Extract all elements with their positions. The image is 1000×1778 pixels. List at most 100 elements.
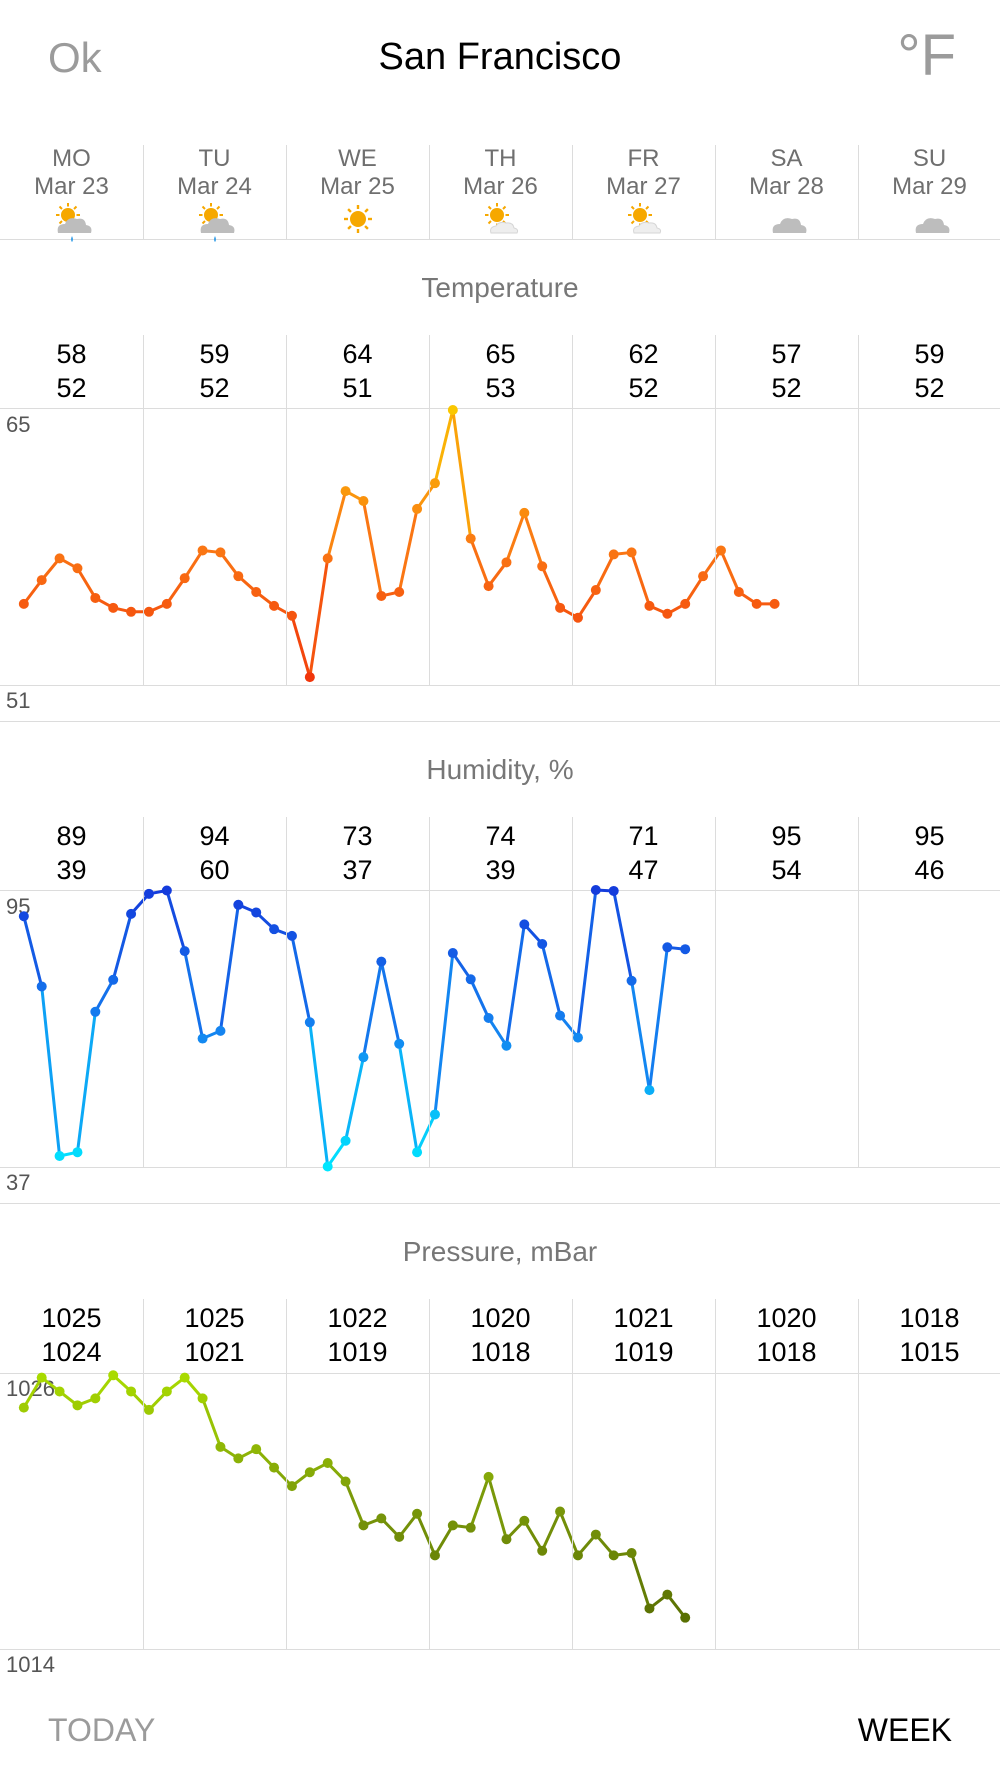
pressure-data-point [36,1372,47,1383]
footer-tabs: TODAY WEEK [0,1700,1000,1778]
day-column-th[interactable]: TH Mar 26 [429,145,572,239]
humidity-data-point [197,1033,208,1044]
humidity-data-point [572,1032,583,1043]
pressure-high-value: 1025 [41,1303,102,1333]
temperature-data-point [251,587,262,598]
humidity-data-point [269,924,280,935]
humidity-high-value: 74 [485,821,516,851]
pressure-data-point [340,1476,351,1487]
unit-toggle-button[interactable]: °F [897,23,956,88]
pressure-data-point [644,1603,655,1614]
pressure-min-label: 1014 [6,1652,55,1677]
humidity-day-2-values: 94 60 [143,819,286,887]
day-name: WE [338,145,377,172]
humidity-data-point [340,1135,351,1146]
pressure-data-point [394,1531,405,1542]
temperature-line-segment [683,574,705,606]
humidity-line-segment [451,951,473,981]
humidity-data-point [394,1038,405,1049]
humidity-line-segment [379,960,401,1046]
pressure-data-point [322,1458,333,1469]
temperature-data-point [644,600,655,611]
temperature-high-value: 57 [771,339,802,369]
day-column-sa[interactable]: SA Mar 28 [715,145,858,239]
humidity-data-point [143,888,154,899]
ok-button[interactable]: Ok [48,34,102,81]
temperature-low-value: 53 [485,373,516,403]
humidity-low-value: 60 [199,855,230,885]
today-tab[interactable]: TODAY [48,1712,156,1748]
temperature-data-point [394,587,405,598]
temperature-data-point [215,547,226,558]
day-date: Mar 23 [34,173,109,200]
day-column-fr[interactable]: FR Mar 27 [572,145,715,239]
humidity-data-point [358,1052,369,1063]
pressure-low-value: 1019 [613,1337,674,1367]
day-column-tu[interactable]: TU Mar 24 [143,145,286,242]
humidity-line-segment [540,942,562,1018]
cloud-icon [772,218,806,233]
temperature-high-value: 59 [914,339,945,369]
pressure-day-5-values: 1021 1019 [572,1301,715,1369]
temperature-data-point [662,608,673,619]
partly-sunny-rain-icon [198,203,234,242]
pressure-data-point [54,1386,65,1397]
temperature-line-segment [326,489,348,560]
temperature-data-point [751,598,762,609]
temperature-line-segment [630,550,651,608]
temperature-line-segment [504,511,526,564]
humidity-data-point [18,911,29,922]
humidity-line-segment [612,889,634,983]
pressure-high-value: 1022 [327,1303,388,1333]
day-name: TU [198,145,231,172]
pressure-low-value: 1024 [41,1337,102,1367]
pressure-high-value: 1021 [613,1303,674,1333]
pressure-data-point [429,1550,440,1561]
humidity-day-7-values: 95 46 [858,819,1000,887]
temperature-data-point [680,598,691,609]
humidity-line-segment [361,960,383,1059]
day-name: SU [912,145,947,172]
day-column-we[interactable]: WE Mar 25 [286,145,429,239]
pressure-day-4-values: 1020 1018 [429,1301,572,1369]
temperature-data-point [269,600,280,611]
humidity-line-segment [40,984,62,1158]
pressure-data-point [447,1520,458,1531]
day-column-su[interactable]: SU Mar 29 [858,145,1000,239]
day-date: Mar 25 [320,173,395,200]
temperature-high-value: 64 [342,339,373,369]
temperature-line-segment [719,548,741,594]
day-date: Mar 24 [177,173,252,200]
day-separator [429,335,430,685]
day-separator [572,145,573,239]
pressure-data-point [126,1386,137,1397]
temperature-day-2-values: 59 52 [143,337,286,405]
temperature-data-point [90,592,101,603]
temperature-data-point [179,573,190,584]
humidity-day-6-values: 95 54 [715,819,858,887]
temperature-line-segment [183,548,205,580]
pressure-data-point [233,1453,244,1464]
temperature-data-point [322,553,333,564]
day-separator [429,817,430,1167]
day-date: Mar 28 [749,173,824,200]
humidity-data-point [519,919,530,930]
week-tab[interactable]: WEEK [857,1712,952,1748]
temperature-data-point [733,587,744,598]
temperature-high-value: 65 [485,339,516,369]
temperature-data-point [233,571,244,582]
temperature-data-point [555,602,566,613]
pressure-data-point [465,1522,476,1533]
temperature-day-4-values: 65 53 [429,337,572,405]
day-column-mo[interactable]: MO Mar 23 [0,145,143,242]
day-name: FR [627,145,660,172]
temperature-data-point [501,557,512,568]
humidity-data-point [54,1151,65,1162]
day-separator [715,335,716,685]
pressure-line-segment [540,1510,562,1553]
temperature-line-segment [165,576,187,606]
humidity-data-point [501,1040,512,1051]
pressure-chart [18,1370,691,1623]
day-separator [429,1299,430,1649]
temperature-line-segment [594,552,616,592]
